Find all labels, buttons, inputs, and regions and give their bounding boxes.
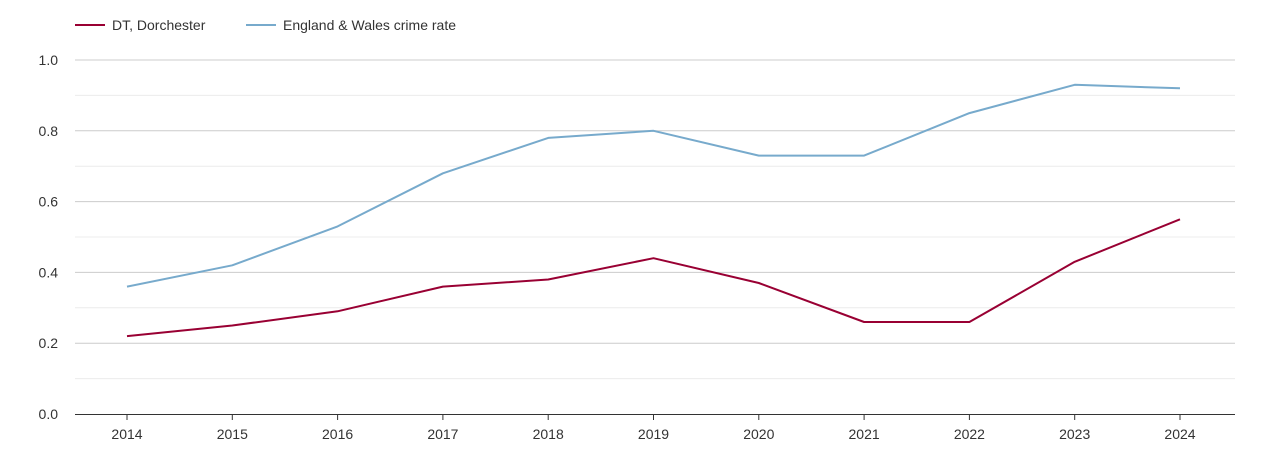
chart-legend: DT, Dorchester England & Wales crime rat…	[75, 17, 456, 33]
legend-label-england-wales: England & Wales crime rate	[283, 17, 456, 33]
data-point-dorchester[interactable]	[651, 255, 657, 261]
data-point-dorchester[interactable]	[1177, 216, 1183, 222]
grid-lines	[75, 59, 1235, 380]
series-dorchester	[124, 216, 1183, 339]
axes: 0.0 0.2 0.4 0.6 0.8 1.0 2014 2015 2016 2017 2018 20…	[39, 52, 1235, 442]
y-tick-label: 0.8	[39, 123, 59, 139]
data-point-dorchester[interactable]	[440, 284, 446, 290]
series-line-dorchester[interactable]	[126, 218, 1181, 338]
data-point-england-wales[interactable]	[651, 128, 657, 134]
legend-label-dorchester: DT, Dorchester	[112, 17, 206, 33]
x-tick-label: 2015	[217, 426, 248, 442]
data-point-dorchester[interactable]	[124, 333, 130, 339]
data-point-dorchester[interactable]	[545, 276, 551, 282]
data-point-dorchester[interactable]	[229, 323, 235, 329]
y-tick-label: 0.2	[39, 335, 59, 351]
y-tick-label: 0.4	[39, 264, 59, 280]
x-tick-label: 2017	[427, 426, 458, 442]
data-point-england-wales[interactable]	[966, 110, 972, 116]
x-tick-label: 2014	[111, 426, 142, 442]
x-tick-label: 2022	[954, 426, 985, 442]
x-tick-label: 2024	[1164, 426, 1195, 442]
y-tick-label: 0.6	[39, 194, 59, 210]
data-point-england-wales[interactable]	[756, 153, 762, 159]
x-tick-label: 2019	[638, 426, 669, 442]
x-tick-label: 2021	[849, 426, 880, 442]
data-point-dorchester[interactable]	[756, 280, 762, 286]
data-point-england-wales[interactable]	[124, 284, 130, 290]
data-point-dorchester[interactable]	[1072, 259, 1078, 265]
x-tick-label: 2018	[533, 426, 564, 442]
series-line-england-wales[interactable]	[126, 83, 1181, 288]
x-tick-label: 2023	[1059, 426, 1090, 442]
series-england-wales	[124, 82, 1183, 290]
legend-item-dorchester[interactable]: DT, Dorchester	[75, 17, 206, 33]
y-tick-label: 1.0	[39, 52, 59, 68]
data-point-england-wales[interactable]	[861, 153, 867, 159]
data-point-england-wales[interactable]	[1177, 85, 1183, 91]
data-point-dorchester[interactable]	[335, 308, 341, 314]
y-tick-label: 0.0	[39, 406, 59, 422]
x-tick-label: 2020	[743, 426, 774, 442]
data-point-england-wales[interactable]	[229, 262, 235, 268]
data-point-dorchester[interactable]	[966, 319, 972, 325]
data-point-england-wales[interactable]	[1072, 82, 1078, 88]
legend-item-england-wales[interactable]: England & Wales crime rate	[246, 17, 456, 33]
data-point-dorchester[interactable]	[861, 319, 867, 325]
data-point-england-wales[interactable]	[440, 170, 446, 176]
data-series	[124, 82, 1183, 339]
data-point-england-wales[interactable]	[545, 135, 551, 141]
data-point-england-wales[interactable]	[335, 223, 341, 229]
x-tick-label: 2016	[322, 426, 353, 442]
